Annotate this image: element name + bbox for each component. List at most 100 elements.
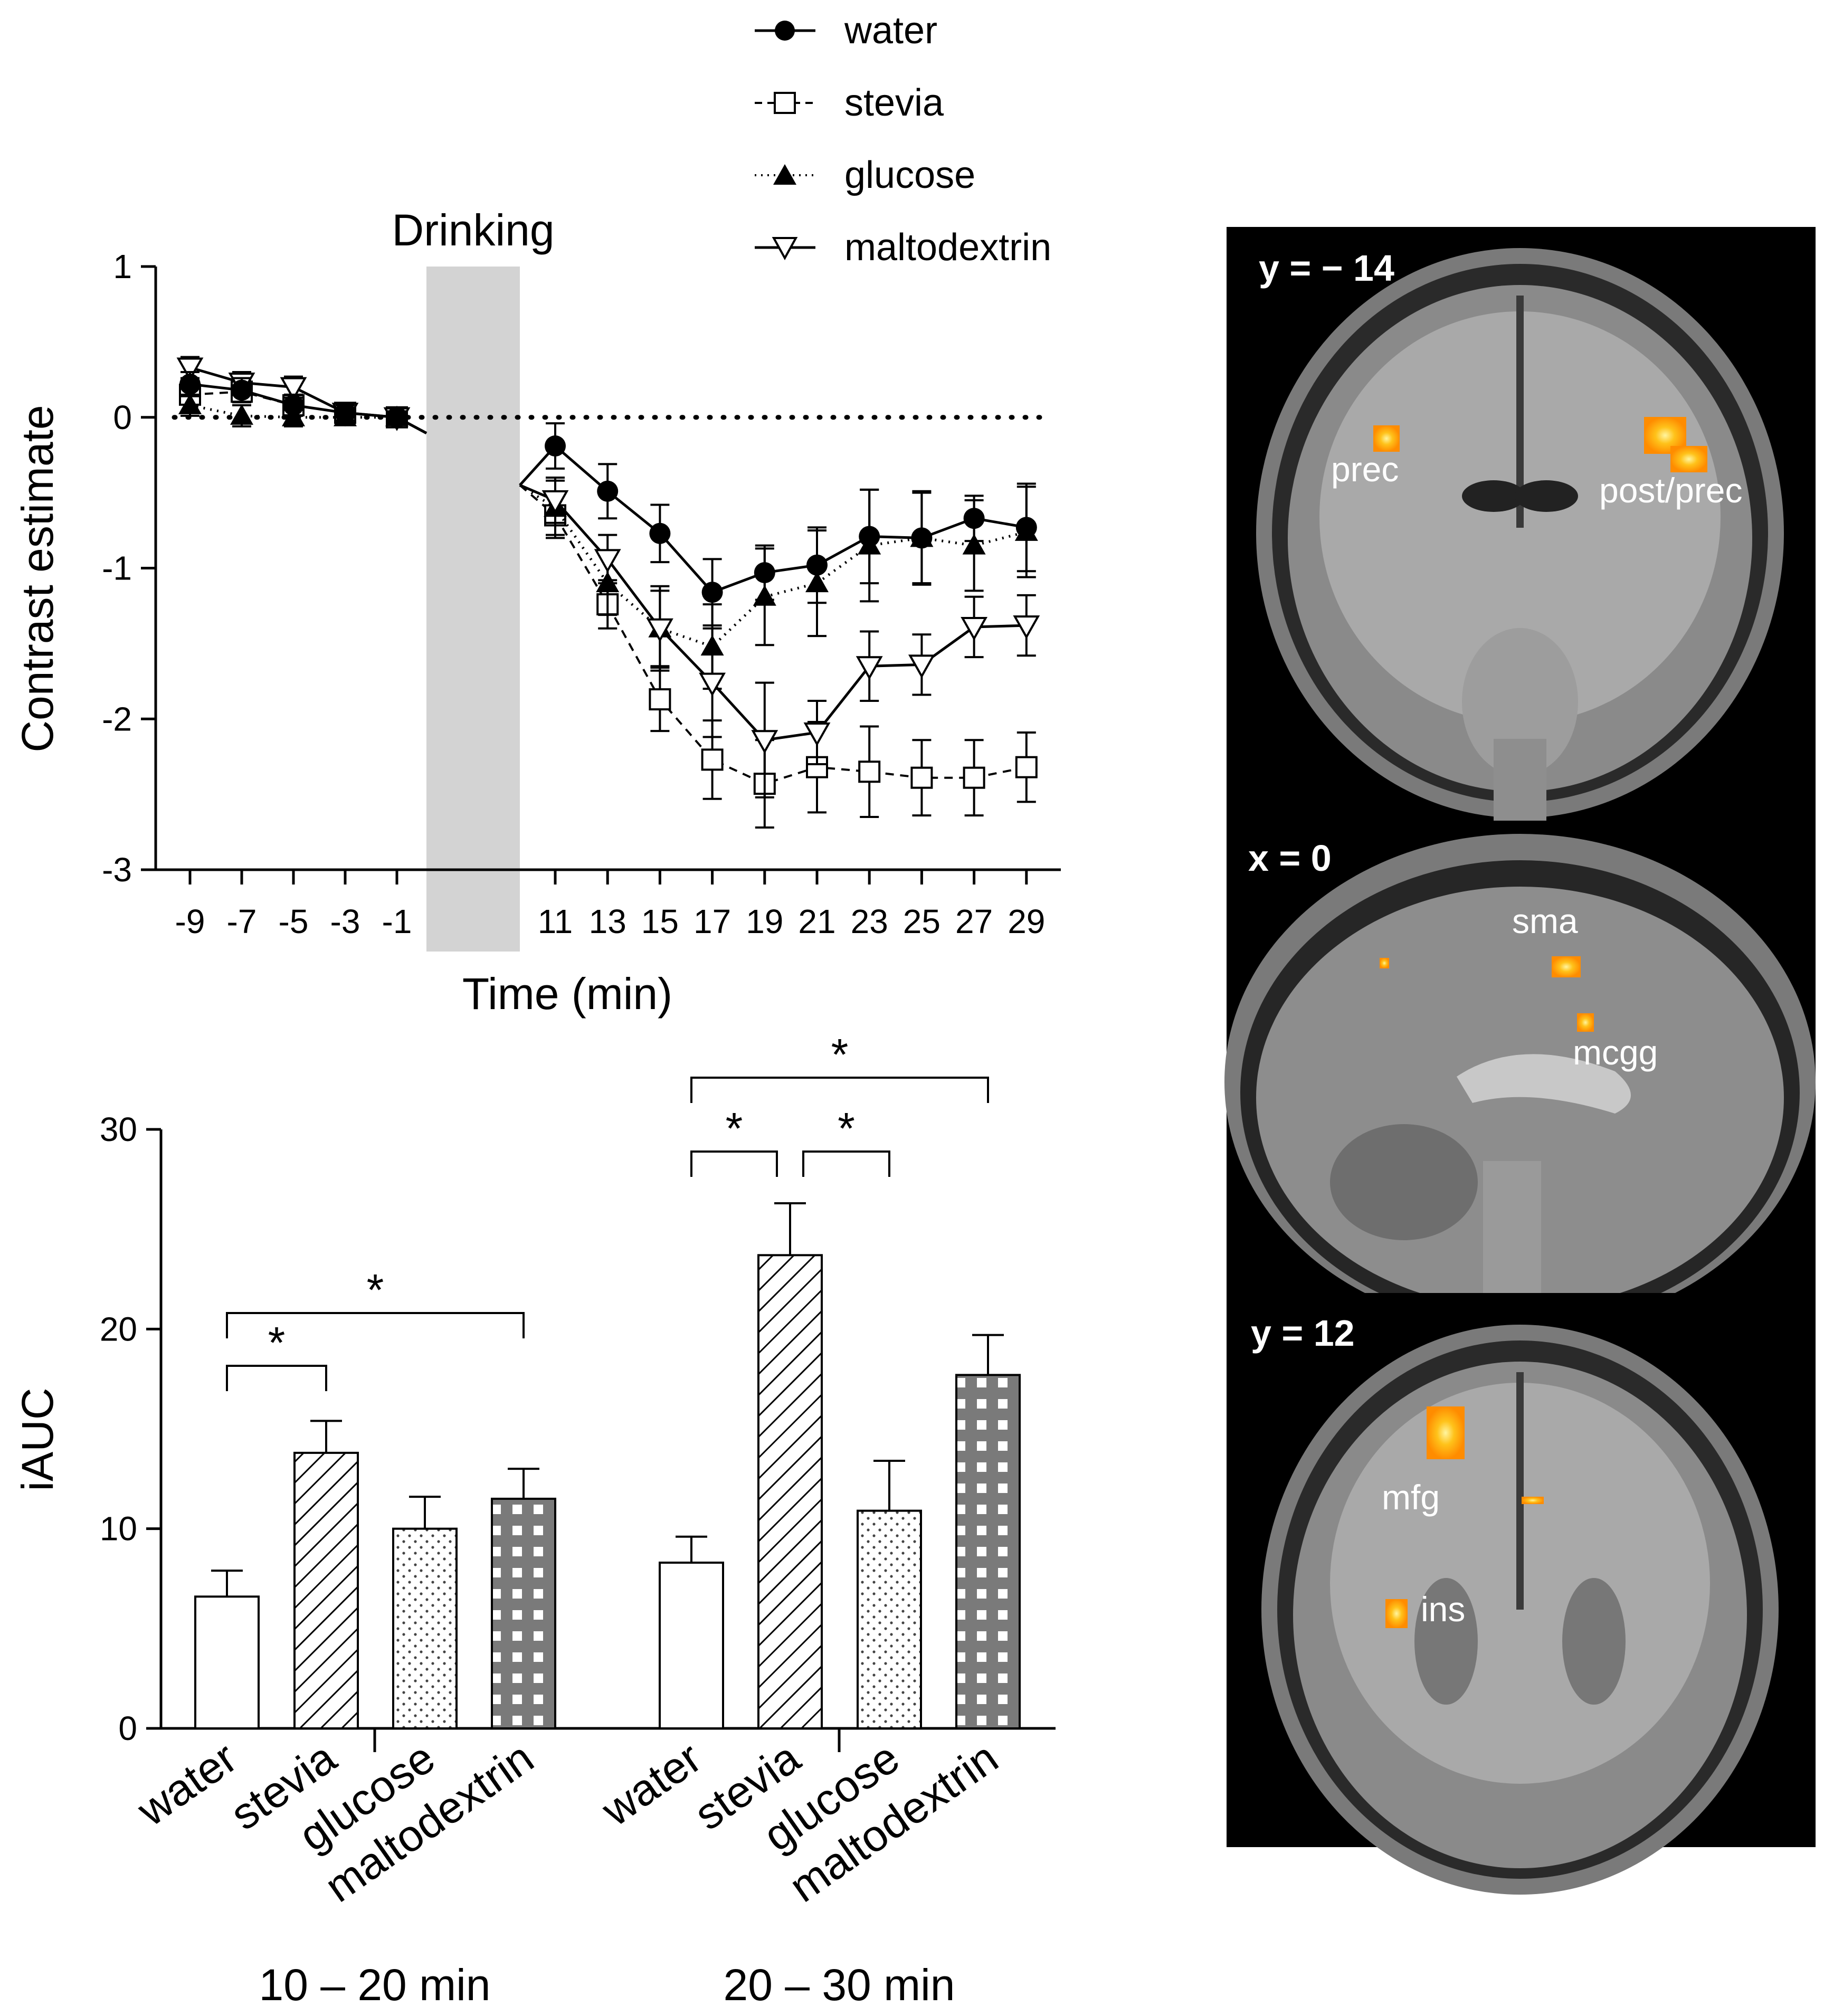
bar-stevia-group1: [293, 1420, 359, 1729]
bar-chart: 30 20 10 0 * * * * * watersteviaglucosemaltodex…: [13, 1030, 1056, 2010]
bar-water: [194, 1595, 260, 1730]
data-point-maltodextrin: [856, 656, 883, 680]
legend-item-stevia: stevia: [755, 82, 944, 124]
data-point-water: [597, 480, 619, 502]
series-maltodextrin: [176, 356, 1040, 798]
significance-star: *: [268, 1318, 286, 1367]
data-point-glucose: [230, 404, 253, 425]
brain-panel-1-title: y = − 14: [1259, 248, 1394, 289]
legend-label-maltodextrin: maltodextrin: [844, 226, 1051, 269]
drinking-period-shade: [426, 267, 520, 952]
legend-label-water: water: [844, 9, 937, 52]
bar-maltodextrin: [491, 1497, 556, 1730]
bar-water-group2: [659, 1535, 724, 1730]
x-tick-label: 23: [851, 902, 888, 940]
y-tick-label: 0: [113, 398, 132, 436]
brain-label-mcgg: mcgg: [1573, 1033, 1658, 1072]
data-point-maltodextrin: [594, 549, 621, 573]
bar-y-tick-label: 10: [100, 1510, 137, 1548]
data-point-stevia: [1015, 756, 1038, 778]
data-point-water: [179, 373, 201, 395]
data-point-stevia: [963, 766, 985, 789]
y-tick-group: 1 0 -1 -2 -3: [102, 248, 156, 889]
significance-star: *: [838, 1104, 855, 1153]
bar-group: [194, 1202, 1021, 1730]
data-point-maltodextrin: [176, 357, 204, 382]
bar-glucose-group1: [392, 1496, 458, 1730]
x-tick-label: 13: [589, 902, 626, 940]
data-point-water: [1015, 517, 1037, 538]
series-line-pre: [189, 404, 397, 419]
data-point-maltodextrin: [908, 654, 935, 679]
legend-item-maltodextrin: maltodextrin: [755, 226, 1051, 269]
group-label-20-30: 20 – 30 min: [724, 1960, 955, 2010]
category-label: water: [592, 1733, 710, 1836]
legend-label-glucose: glucose: [844, 154, 975, 196]
y-axis-label: Contrast estimate: [13, 405, 62, 752]
brain-panel-coronal-bottom: y = 12 mfg ins: [1227, 1293, 1816, 1895]
x-tick-label: 27: [955, 902, 993, 940]
y-tick-label: 1: [113, 248, 132, 286]
data-point-water: [911, 527, 933, 549]
series-line-post: [554, 515, 1027, 785]
bar-water-group1: [194, 1570, 260, 1730]
bar-stevia-group2: [757, 1202, 823, 1730]
significance-bracket: *: [802, 1104, 890, 1177]
square-open-icon: [774, 92, 796, 114]
triangle-down-open-icon: [772, 237, 798, 261]
series-water: [179, 371, 1037, 627]
data-point-maltodextrin: [803, 722, 831, 747]
brain-panel-3-title: y = 12: [1251, 1313, 1355, 1354]
bar-maltodextrin-group2: [955, 1334, 1021, 1730]
data-point-maltodextrin: [751, 730, 778, 754]
y-tick-label: -3: [102, 851, 132, 889]
legend-item-glucose: glucose: [755, 154, 975, 196]
bar-glucose: [857, 1509, 922, 1730]
group-label-10-20: 10 – 20 min: [259, 1960, 491, 2010]
data-point-water: [231, 379, 252, 401]
data-point-maltodextrin: [542, 490, 569, 514]
data-point-maltodextrin: [280, 377, 307, 401]
x-tick-label: 25: [903, 902, 940, 940]
data-point-water: [649, 522, 671, 544]
triangle-filled-icon: [773, 164, 796, 185]
x-tick-label: -3: [330, 902, 360, 940]
brain-panel-coronal-top: y = − 14 prec post/prec: [1227, 227, 1816, 821]
bar-y-tick-group: 30 20 10 0: [100, 1110, 841, 1752]
x-tick-label: 11: [538, 902, 573, 940]
bar-water: [659, 1561, 724, 1730]
significance-bracket: *: [226, 1265, 525, 1338]
x-tick-label: 15: [641, 902, 679, 940]
circle-filled-icon: [775, 21, 795, 41]
significance-star: *: [726, 1104, 743, 1153]
data-point-water: [754, 562, 775, 584]
x-tick-label: 21: [798, 902, 835, 940]
x-tick-label: -7: [227, 902, 257, 940]
data-point-water: [283, 394, 304, 416]
legend-item-water: water: [755, 9, 937, 52]
bar-maltodextrin: [955, 1374, 1021, 1730]
data-point-water: [335, 402, 356, 424]
bar-stevia: [293, 1451, 359, 1729]
data-point-water: [386, 406, 407, 428]
data-point-stevia: [858, 760, 881, 783]
significance-bracket: *: [690, 1030, 989, 1103]
x-tick-label: 17: [694, 902, 731, 940]
bar-y-tick-label: 0: [118, 1709, 137, 1747]
brain-label-mfg: mfg: [1382, 1478, 1440, 1517]
x-tick-label: 19: [746, 902, 783, 940]
series-line-post: [554, 507, 1027, 648]
legend: water stevia glucose maltodextrin: [755, 9, 1051, 269]
data-point-stevia: [910, 766, 933, 789]
data-point-water: [701, 582, 723, 603]
brain-label-ins: ins: [1421, 1590, 1465, 1629]
data-point-stevia: [701, 748, 724, 771]
brain-label-post-prec: post/prec: [1599, 471, 1742, 510]
brain-panel-2-title: x = 0: [1248, 838, 1332, 879]
series-group: [176, 356, 1040, 829]
data-point-water: [545, 435, 566, 457]
x-tick-label: -9: [175, 902, 205, 940]
data-point-glucose: [962, 534, 986, 555]
